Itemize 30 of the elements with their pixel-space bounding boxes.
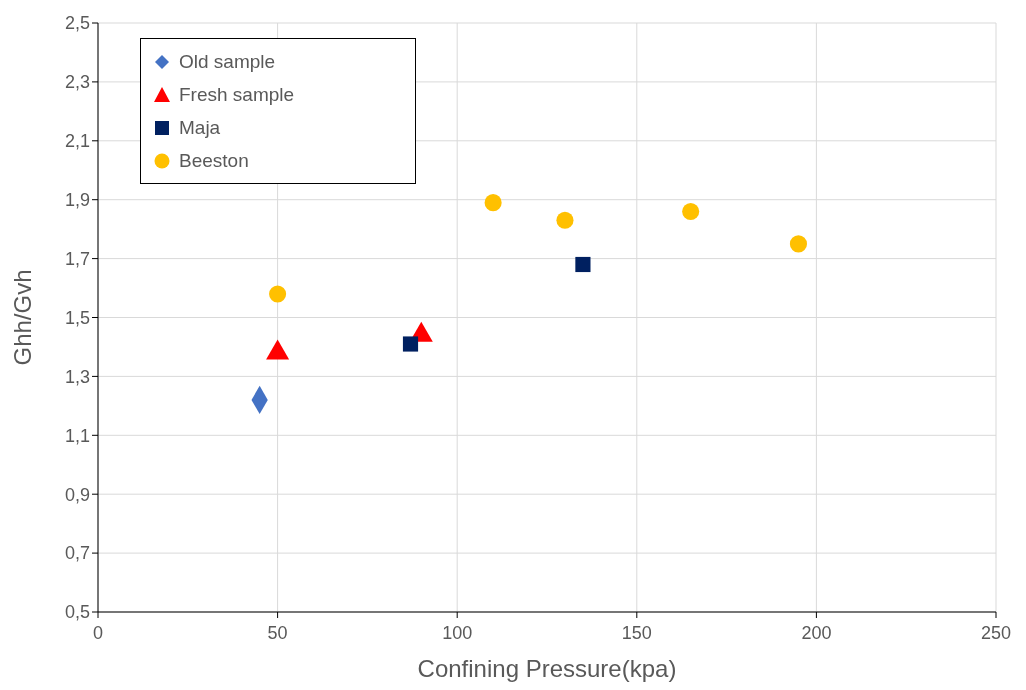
y-tick-label: 2,3 (64, 72, 90, 93)
point (269, 285, 287, 303)
y-tick-label: 1,1 (64, 425, 90, 446)
point (484, 194, 502, 212)
point (682, 202, 700, 221)
y-tick-label: 1,9 (64, 190, 90, 211)
point (556, 211, 574, 229)
y-tick-label: 0,9 (64, 484, 90, 505)
x-tick-label: 150 (621, 622, 652, 643)
legend-label: Beeston (179, 149, 249, 172)
y-tick-label: 1,5 (64, 307, 90, 328)
legend-label: Old sample (179, 50, 276, 73)
legend-label: Maja (179, 116, 221, 139)
x-tick-label: 0 (92, 622, 104, 643)
point (789, 235, 807, 253)
y-tick-label: 0,7 (64, 543, 90, 564)
point (402, 336, 419, 352)
x-tick-label: 50 (267, 622, 288, 643)
x-tick-label: 250 (980, 622, 1012, 643)
y-tick-label: 0,5 (64, 602, 90, 623)
x-axis-title: Confining Pressure(kpa) (417, 655, 677, 683)
y-tick-label: 2,5 (64, 13, 90, 34)
point (575, 256, 591, 273)
y-axis-title: Ghh/Gvh (8, 269, 36, 366)
x-tick-label: 200 (801, 622, 832, 643)
y-tick-label: 1,3 (64, 366, 90, 387)
x-tick-label: 100 (442, 622, 473, 643)
y-tick-label: 1,7 (64, 248, 90, 269)
y-tick-label: 2,1 (64, 131, 90, 152)
legend-label: Fresh sample (179, 83, 295, 106)
